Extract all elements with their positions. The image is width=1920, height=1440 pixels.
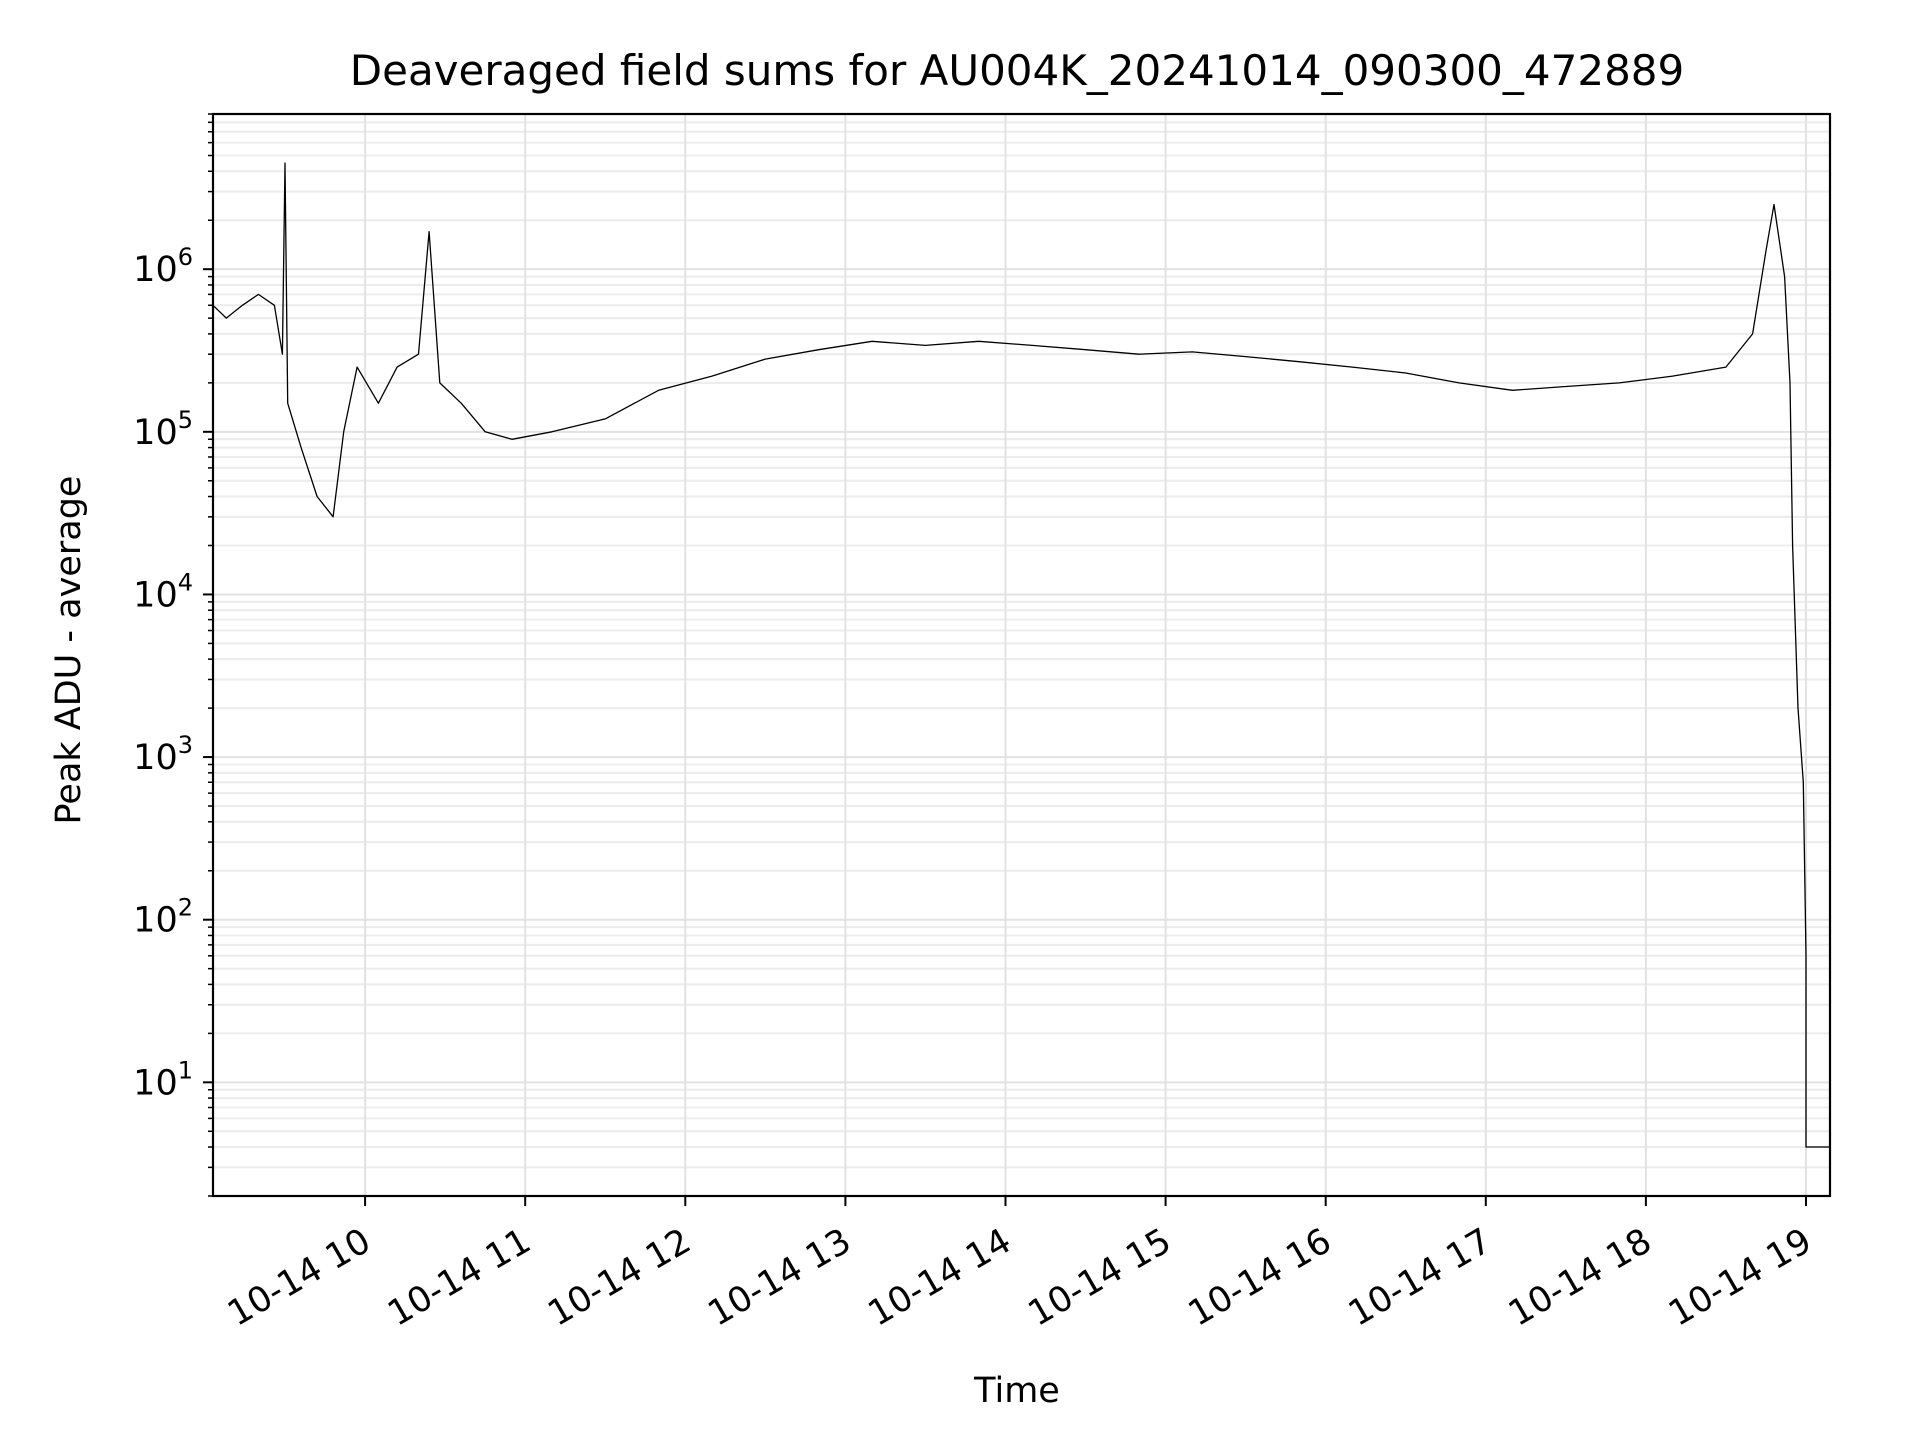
plot-frame: [211, 112, 1832, 1198]
y-tick-label: 101: [133, 1056, 193, 1103]
y-tick-label: 102: [133, 894, 193, 941]
y-tick-label: 105: [133, 406, 193, 453]
y-tick-label: 104: [133, 568, 193, 615]
y-tick-label: 103: [133, 731, 193, 778]
axis-ticks: [203, 113, 1807, 1206]
series-line: [212, 162, 1830, 1148]
x-axis-label: Time: [973, 1371, 1060, 1411]
y-tick-labels: 101 102 103 104 105 106: [133, 243, 193, 1103]
chart-title: Deaveraged field sums for AU004K_2024101…: [350, 46, 1684, 95]
grid: [213, 113, 1830, 1197]
y-tick-label: 106: [133, 243, 193, 290]
y-axis-label: Peak ADU - average: [49, 476, 89, 825]
